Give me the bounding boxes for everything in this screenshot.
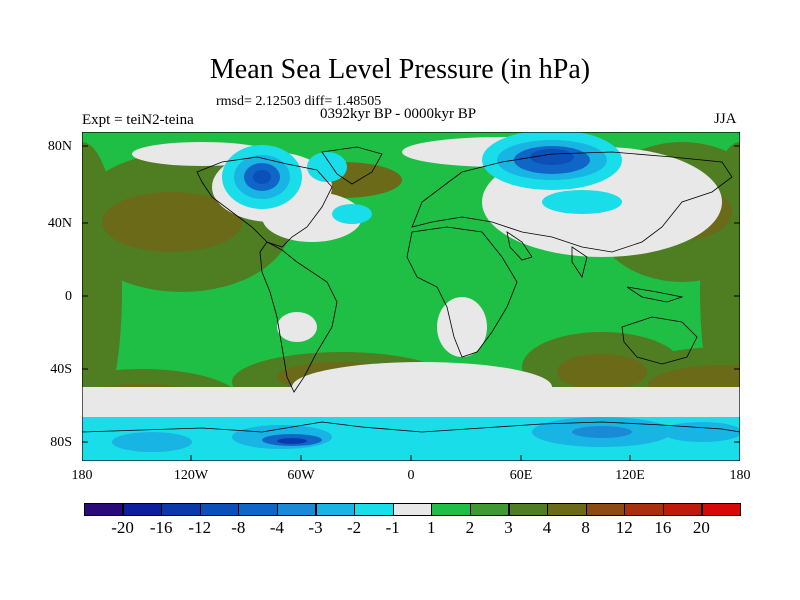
colorbar-box — [354, 503, 394, 516]
colorbar-box — [662, 503, 703, 516]
colorbar-label: 20 — [692, 518, 710, 537]
colorbar-label: -16 — [149, 518, 173, 537]
colorbar-label: -3 — [308, 518, 323, 537]
map-ticks — [82, 145, 740, 461]
plot-title: Mean Sea Level Pressure (in hPa) — [209, 54, 591, 85]
colorbar-label: -1 — [385, 518, 400, 537]
period-text: 0392kyr BP - 0000kyr BP — [320, 106, 477, 122]
lon-label-60e: 60E — [509, 468, 533, 483]
coastlines — [82, 146, 740, 433]
colorbar-box — [624, 503, 664, 516]
lon-label-180e: 180 — [729, 468, 751, 483]
lat-label-80s: 80S — [50, 435, 72, 450]
field-layer — [82, 132, 740, 461]
colorbar-label: 1 — [427, 518, 436, 537]
colorbar-label: -12 — [188, 518, 212, 537]
colorbar-box — [276, 503, 317, 516]
colorbar-label: -20 — [111, 518, 134, 537]
colorbar-box — [701, 503, 741, 516]
colorbar-label: 12 — [615, 518, 633, 537]
colorbar-box — [547, 503, 587, 516]
colorbar-box — [161, 503, 201, 516]
lon-label-0: 0 — [407, 468, 415, 483]
colorbar-label: -4 — [269, 518, 285, 537]
colorbar-label: 8 — [581, 518, 590, 537]
lon-label-120e: 120E — [615, 468, 645, 483]
colorbar-box — [508, 503, 548, 516]
colorbar-box — [199, 503, 240, 516]
colorbar-box — [122, 503, 162, 516]
lat-label-80n: 80N — [47, 139, 72, 154]
colorbar — [84, 503, 741, 516]
colorbar-box — [469, 503, 510, 516]
colorbar-box — [84, 503, 124, 516]
lat-label-40s: 40S — [50, 362, 72, 377]
experiment-label: Expt = teiN2-teina — [82, 112, 194, 128]
colorbar-box — [431, 503, 471, 516]
lon-label-120w: 120W — [173, 468, 209, 483]
colorbar-box — [315, 503, 355, 516]
colorbar-box — [585, 503, 626, 516]
stats-text: rmsd= 2.12503 diff= 1.48505 — [216, 94, 382, 109]
colorbar-label: 4 — [542, 518, 552, 537]
lat-label-0: 0 — [65, 289, 72, 304]
lon-label-180w: 180 — [71, 468, 93, 483]
colorbar-label: 16 — [654, 518, 672, 537]
lat-label-40n: 40N — [47, 216, 72, 231]
colorbar-label: 3 — [504, 518, 513, 537]
colorbar-label: -2 — [347, 518, 362, 537]
lon-label-60w: 60W — [287, 468, 315, 483]
season-label: JJA — [714, 111, 737, 127]
pressure-map — [82, 132, 740, 461]
colorbar-label: 2 — [465, 518, 475, 537]
colorbar-box — [238, 503, 278, 516]
colorbar-label: -8 — [231, 518, 246, 537]
colorbar-box — [392, 503, 433, 516]
